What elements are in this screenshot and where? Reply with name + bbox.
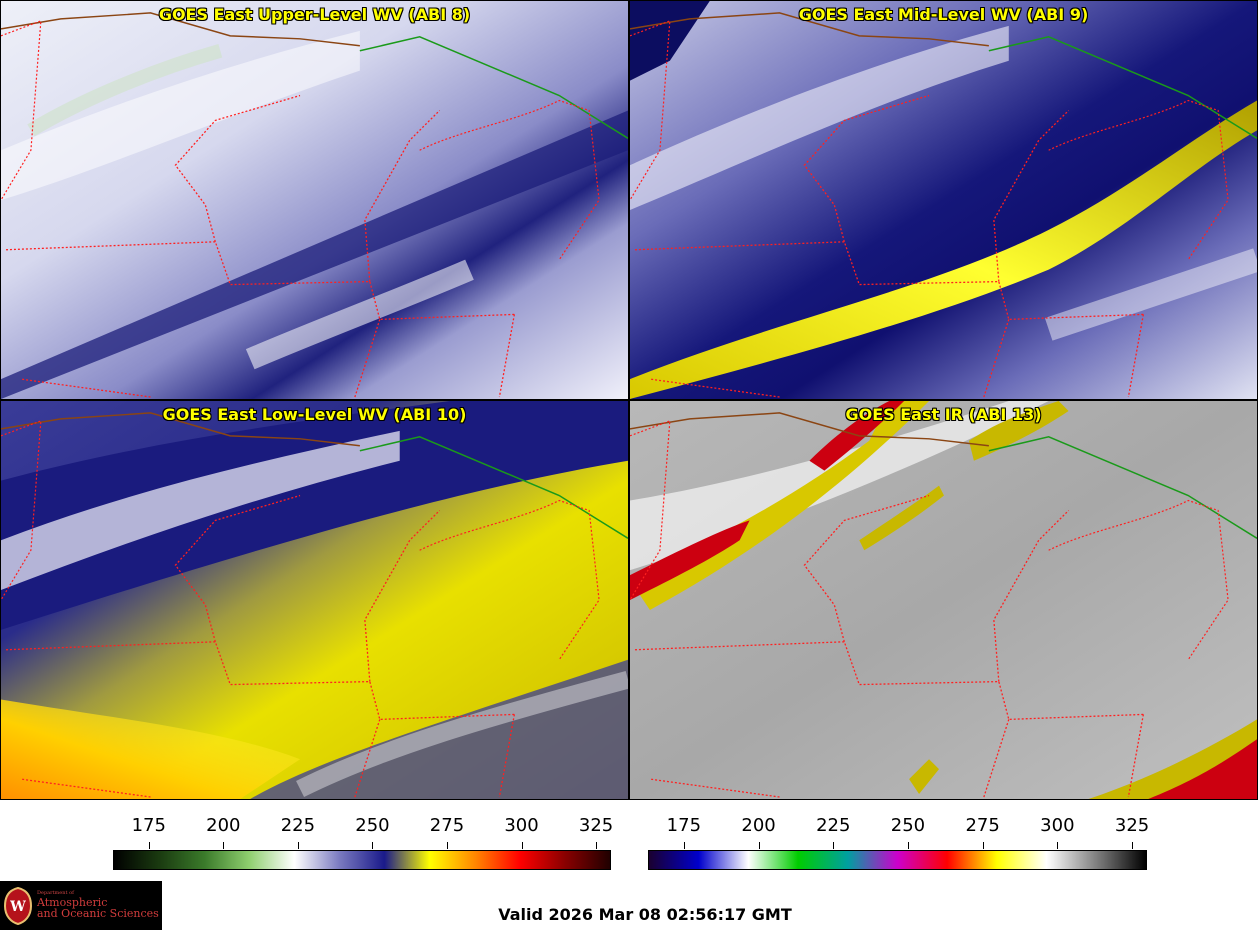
colorbar-wv-tick-label: 250 xyxy=(355,815,390,836)
colorbar-ir-tick-mark xyxy=(982,842,984,849)
colorbar-ir-tick-mark xyxy=(683,842,685,849)
svg-text:W: W xyxy=(9,899,26,915)
colorbar-ir-tick-mark xyxy=(1132,842,1134,849)
panel-low-level-wv: GOES East Low-Level WV (ABI 10) xyxy=(0,400,629,800)
panel-title: GOES East Upper-Level WV (ABI 8) xyxy=(158,5,471,24)
mid-level-wv-image xyxy=(630,1,1257,399)
colorbar-wv-tick-label: 275 xyxy=(429,815,465,836)
colorbar-ir-tick-label: 325 xyxy=(1114,815,1150,836)
low-level-wv-image xyxy=(1,401,628,799)
colorbar-wv-tick-label: 325 xyxy=(578,815,614,836)
colorbar-wv-ticks: 175 200 225 250 275 300 325 xyxy=(113,815,614,849)
colorbar-wv-tick-mark xyxy=(372,842,374,849)
colorbar-ir-bar xyxy=(648,850,1147,870)
colorbar-ir-tick-label: 275 xyxy=(965,815,1000,836)
colorbar-wv-bar xyxy=(113,850,611,870)
colorbar-wv-tick-mark xyxy=(521,842,523,849)
logo-line-3: and Oceanic Sciences xyxy=(37,907,159,921)
panel-title: GOES East Mid-Level WV (ABI 9) xyxy=(798,5,1089,24)
panel-title: GOES East Low-Level WV (ABI 10) xyxy=(162,405,467,424)
colorbar-ir-tick-label: 200 xyxy=(741,815,776,836)
colorbar-wv-tick-mark xyxy=(446,842,448,849)
panel-title: GOES East IR (ABI 13) xyxy=(845,405,1042,424)
colorbar-ir-tick-mark xyxy=(907,842,909,849)
colorbar-ir-tick-mark xyxy=(1057,842,1059,849)
panel-upper-level-wv: GOES East Upper-Level WV (ABI 8) xyxy=(0,0,629,400)
upper-level-wv-image xyxy=(1,1,628,399)
valid-time: Valid 2026 Mar 08 02:56:17 GMT xyxy=(498,905,792,924)
uw-crest-icon: W xyxy=(3,886,33,925)
colorbar-ir-tick-label: 300 xyxy=(1040,815,1075,836)
ir-image xyxy=(630,401,1257,799)
logo-line-2: Atmospheric xyxy=(37,895,108,909)
colorbar-wv-tick-mark xyxy=(223,842,225,849)
colorbar-ir-tick-label: 175 xyxy=(666,815,702,836)
logo-line-1: Department of xyxy=(37,890,74,897)
colorbar-ir-ticks: 175 200 225 250 275 300 325 xyxy=(648,815,1150,849)
colorbar-ir-tick-label: 250 xyxy=(890,815,926,836)
colorbar-ir-tick-mark xyxy=(833,842,835,849)
panel-mid-level-wv: GOES East Mid-Level WV (ABI 9) xyxy=(629,0,1258,400)
colorbar-ir-tick-label: 225 xyxy=(816,815,851,836)
colorbar-wv-tick-label: 300 xyxy=(504,815,539,836)
colorbar-wv-tick-label: 225 xyxy=(280,815,316,836)
uw-aos-logo: W Department of Atmospheric and Oceanic … xyxy=(0,881,162,930)
logo-text: Department of Atmospheric and Oceanic Sc… xyxy=(37,890,159,921)
colorbar-ir-tick-mark xyxy=(758,842,760,849)
colorbar-wv-tick-mark xyxy=(297,842,299,849)
colorbar-wv-tick-mark xyxy=(596,842,598,849)
colorbar-wv-tick-label: 200 xyxy=(206,815,241,836)
colorbar-wv-tick-label: 175 xyxy=(131,815,166,836)
panel-ir: GOES East IR (ABI 13) xyxy=(629,400,1258,800)
colorbar-wv-tick-mark xyxy=(148,842,150,849)
